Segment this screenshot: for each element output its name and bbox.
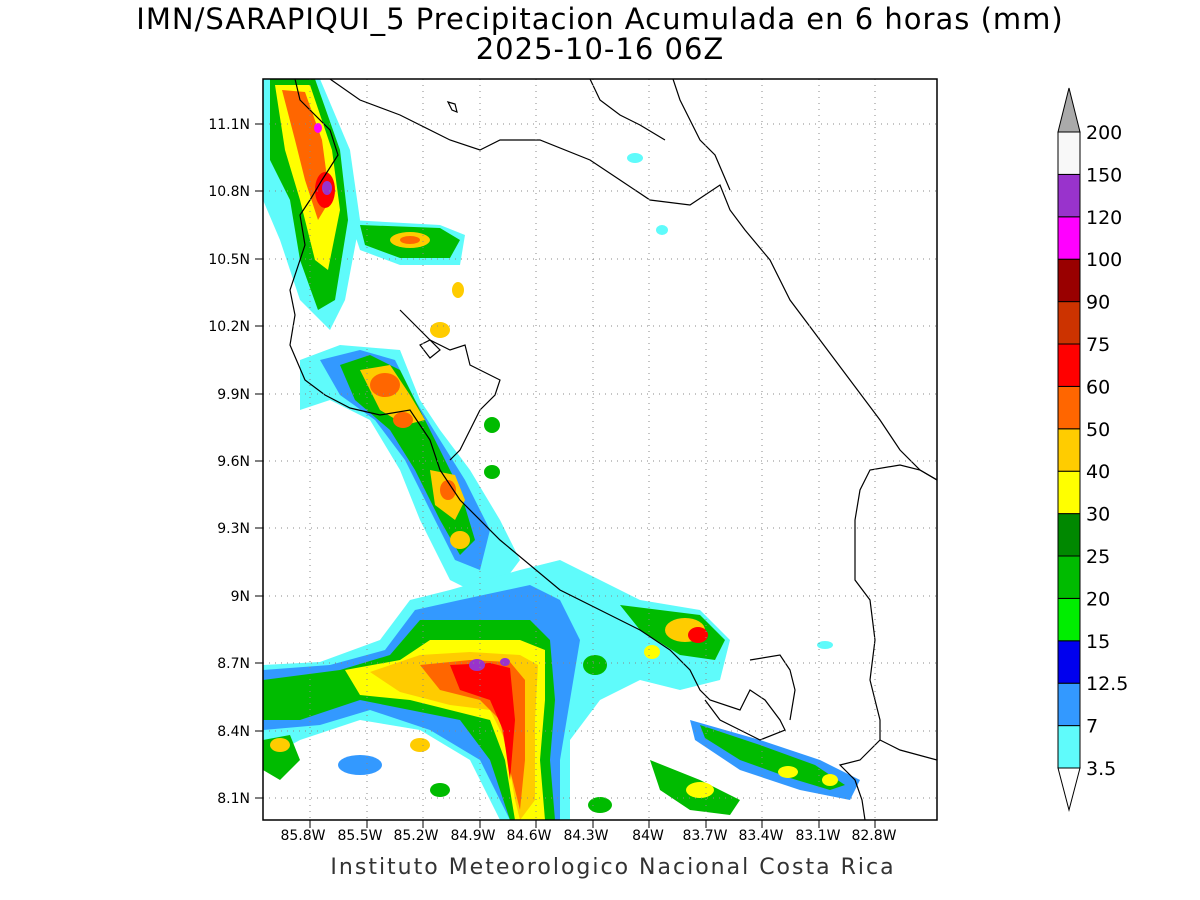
axis-ticks — [255, 123, 876, 828]
colorbar-swatch — [1057, 513, 1081, 557]
lat-label: 8.1N — [217, 791, 250, 807]
precipitation-field — [263, 79, 937, 820]
colorbar-label: 200 — [1086, 122, 1122, 144]
map-timestamp: 2025-10-16 06Z — [475, 32, 725, 66]
colorbar-swatch — [1057, 470, 1081, 515]
colorbar-label: 90 — [1086, 292, 1110, 314]
colorbar-swatch — [1057, 597, 1081, 642]
lat-label: 10.5N — [208, 252, 250, 268]
lon-label: 83.1W — [795, 828, 840, 844]
colorbar-bottom-arrow — [1057, 767, 1081, 812]
colorbar-label: 100 — [1086, 249, 1122, 271]
lat-label: 8.4N — [217, 724, 250, 740]
colorbar-label: 120 — [1086, 207, 1122, 229]
colorbar-label: 75 — [1086, 334, 1110, 356]
lon-label: 84.6W — [506, 828, 551, 844]
latitude-labels: 11.1N 10.8N 10.5N 10.2N 9.9N 9.6N 9.3N 9… — [208, 117, 250, 807]
lat-label: 11.1N — [208, 117, 250, 133]
colorbar-label: 50 — [1086, 419, 1110, 441]
colorbar-label: 25 — [1086, 546, 1110, 568]
colorbar-label: 20 — [1086, 588, 1110, 610]
colorbar-label: 3.5 — [1086, 758, 1116, 780]
colorbar-label: 7 — [1086, 716, 1098, 738]
lon-label: 84.9W — [450, 828, 495, 844]
colorbar-label: 40 — [1086, 461, 1110, 483]
colorbar-swatch — [1057, 555, 1081, 599]
lon-label: 84W — [632, 828, 664, 844]
colorbar-swatch — [1057, 216, 1081, 260]
lon-label: 82.8W — [851, 828, 896, 844]
colorbar-label: 12.5 — [1086, 673, 1128, 695]
colorbar-swatch — [1057, 725, 1081, 769]
colorbar-swatch — [1057, 343, 1081, 387]
map-title: IMN/SARAPIQUI_5 Precipitacion Acumulada … — [136, 2, 1064, 36]
coastlines — [289, 79, 937, 820]
lon-label: 85.2W — [393, 828, 438, 844]
colorbar-label: 150 — [1086, 164, 1122, 186]
colorbar-swatch — [1057, 640, 1081, 684]
lon-label: 85.5W — [337, 828, 382, 844]
lat-label: 9.3N — [217, 521, 250, 537]
colorbar-swatch — [1057, 301, 1081, 345]
lon-label: 83.4W — [738, 828, 783, 844]
colorbar-label: 15 — [1086, 631, 1110, 653]
lon-label: 85.8W — [280, 828, 325, 844]
colorbar-swatch — [1057, 131, 1081, 175]
lon-label: 83.7W — [682, 828, 727, 844]
precip-south-band — [263, 153, 860, 820]
colorbar-swatch — [1057, 173, 1081, 218]
colorbar-swatch — [1057, 258, 1081, 303]
lat-label: 10.8N — [208, 184, 250, 200]
colorbar-top-arrow — [1057, 87, 1081, 133]
map-frame — [262, 78, 938, 821]
gridlines — [263, 79, 937, 820]
lon-label: 84.3W — [563, 828, 608, 844]
lat-label: 8.7N — [217, 656, 250, 672]
lat-label: 9.9N — [217, 387, 250, 403]
colorbar-label: 30 — [1086, 504, 1110, 526]
lat-label: 10.2N — [208, 319, 250, 335]
colorbar-swatch — [1057, 428, 1081, 472]
footer-credit: Instituto Meteorologico Nacional Costa R… — [330, 855, 896, 880]
lat-label: 9.6N — [217, 454, 250, 470]
colorbar-label: 60 — [1086, 376, 1110, 398]
colorbar-swatch — [1057, 385, 1081, 430]
colorbar-swatch — [1057, 682, 1081, 727]
longitude-labels: 85.8W 85.5W 85.2W 84.9W 84.6W 84.3W 84W … — [280, 828, 896, 844]
colorbar: 3.5 7 12.5 15 20 25 30 40 50 60 75 90 100 120 150 200 — [1057, 87, 1128, 812]
lat-label: 9N — [231, 589, 250, 605]
